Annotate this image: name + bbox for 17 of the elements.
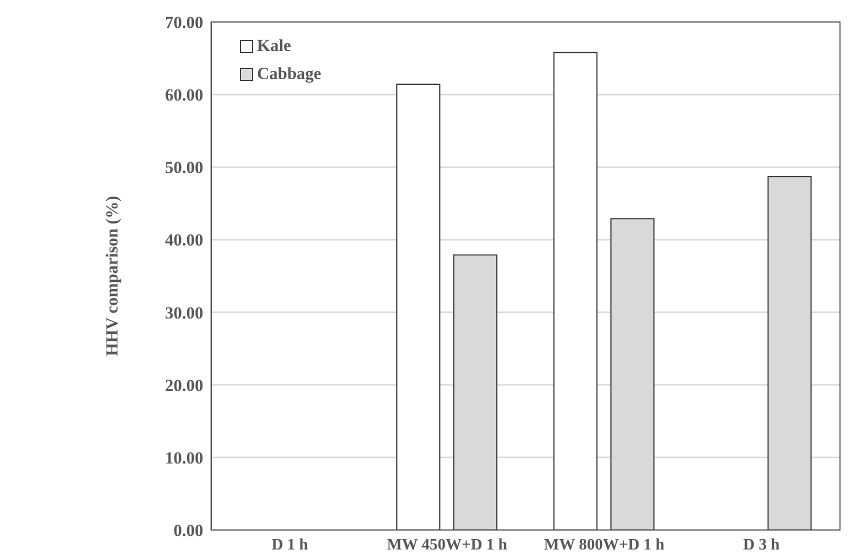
- y-tick-label: 50.00: [164, 158, 204, 178]
- x-tick-label: MW 800W+D 1 h: [544, 536, 664, 554]
- y-tick-label: 70.00: [164, 13, 204, 32]
- bar: [396, 84, 440, 530]
- y-tick-label: 60.00: [164, 86, 204, 105]
- y-tick-label: 0.00: [173, 521, 204, 540]
- x-tick-label: D 1 h: [272, 536, 308, 554]
- x-tick-label: MW 450W+D 1 h: [386, 536, 508, 554]
- legend-label: Cabbage: [257, 64, 322, 84]
- y-tick-label: 30.00: [164, 303, 204, 322]
- legend-label: Kale: [257, 36, 291, 56]
- y-axis-title: HHV comparison (%): [102, 196, 122, 356]
- y-tick-label: 40.00: [164, 230, 204, 250]
- y-tick-label: 10.00: [164, 448, 204, 468]
- bar: [553, 52, 598, 530]
- y-tick-label: 20.00: [164, 376, 204, 395]
- x-tick-label: D 3 h: [743, 536, 780, 554]
